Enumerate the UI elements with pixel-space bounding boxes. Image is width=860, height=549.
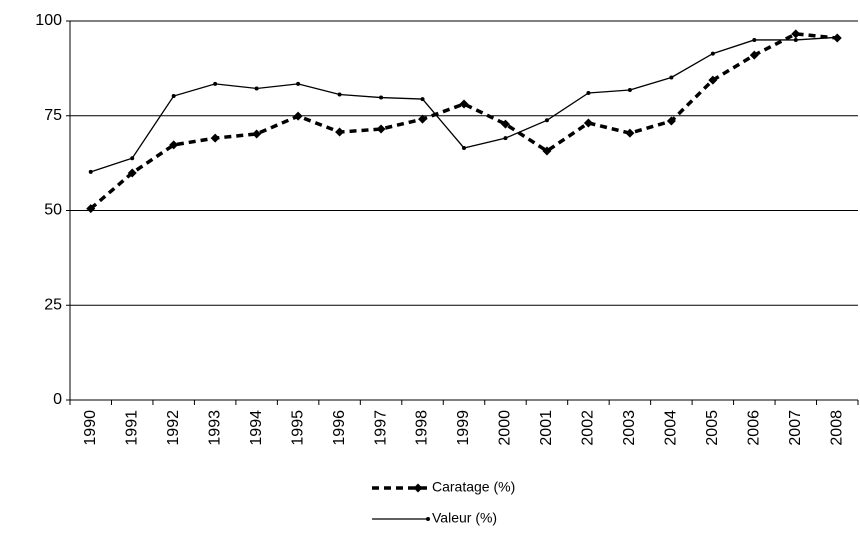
point	[835, 35, 840, 40]
x-tick-label: 1998	[414, 410, 431, 446]
point	[666, 116, 676, 126]
point	[337, 92, 342, 97]
point	[379, 95, 384, 100]
x-tick-label: 2008	[828, 410, 845, 446]
point	[376, 124, 386, 134]
point	[86, 204, 96, 214]
legend-marker	[426, 517, 430, 521]
point	[130, 156, 135, 161]
point	[459, 99, 469, 109]
y-tick-label: 50	[44, 202, 62, 219]
point	[127, 168, 137, 178]
point	[544, 118, 549, 123]
point	[627, 87, 632, 92]
x-tick-label: 1999	[455, 410, 472, 446]
point	[791, 29, 801, 39]
x-tick-label: 1992	[165, 410, 182, 446]
x-tick-label: 2001	[538, 410, 555, 446]
y-tick-label: 25	[44, 296, 62, 313]
y-tick-label: 75	[44, 107, 62, 124]
point	[88, 169, 93, 174]
point	[708, 75, 718, 85]
point	[503, 136, 508, 141]
point	[462, 145, 466, 150]
x-tick-label: 1996	[331, 410, 348, 446]
point	[542, 146, 552, 156]
point	[752, 37, 757, 42]
x-tick-label: 1997	[372, 410, 389, 446]
point	[252, 129, 262, 139]
point	[710, 51, 715, 56]
point	[293, 111, 303, 121]
y-tick-label: 0	[53, 391, 62, 408]
point	[169, 140, 179, 150]
x-tick-label: 2004	[663, 410, 680, 446]
x-tick-label: 2003	[621, 410, 638, 446]
x-tick-label: 1991	[123, 410, 140, 446]
x-tick-label: 2002	[580, 410, 597, 446]
point	[749, 50, 759, 60]
point	[210, 133, 220, 143]
point	[586, 91, 591, 96]
x-tick-label: 2007	[787, 410, 804, 446]
x-tick-label: 2006	[746, 410, 763, 446]
x-tick-label: 1990	[82, 410, 99, 446]
point	[793, 37, 798, 42]
point	[500, 119, 510, 129]
series-line	[89, 32, 838, 210]
point	[583, 118, 593, 128]
x-tick-label: 1993	[206, 410, 223, 446]
y-tick-label: 100	[35, 12, 62, 29]
legend: Caratage (%) Valeur (%)	[372, 479, 515, 526]
legend-label: Valeur (%)	[432, 510, 497, 526]
x-tick-label: 1994	[248, 410, 265, 446]
point	[171, 94, 176, 99]
point	[254, 86, 259, 91]
point	[669, 75, 674, 80]
point	[335, 127, 345, 137]
point	[625, 128, 635, 138]
legend-label: Caratage (%)	[432, 479, 515, 495]
point	[418, 114, 428, 124]
legend-marker	[413, 483, 423, 493]
point	[296, 81, 301, 86]
x-tick-label: 2005	[704, 410, 721, 446]
x-tick-label: 2000	[497, 410, 514, 446]
point	[213, 81, 218, 86]
x-tick-label: 1995	[289, 410, 306, 446]
point	[420, 97, 425, 102]
